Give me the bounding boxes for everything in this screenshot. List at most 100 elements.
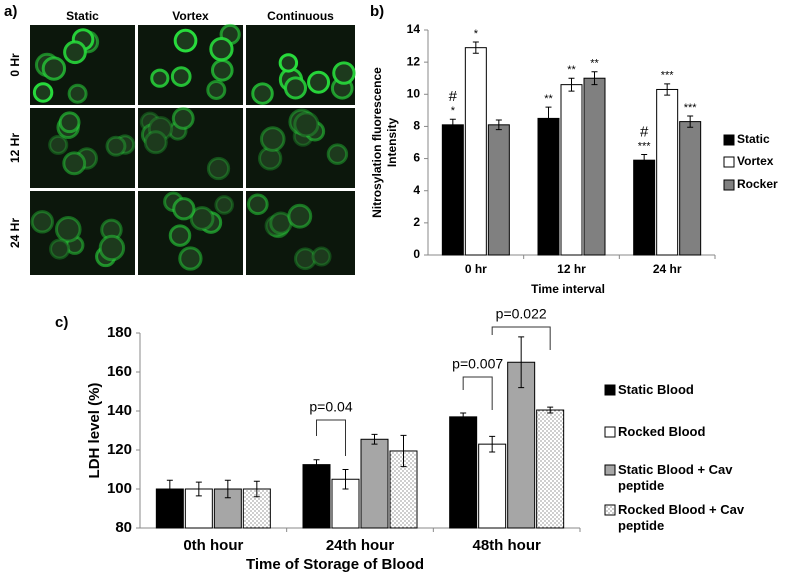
x-tick-label: 48th hour <box>472 537 540 554</box>
cell <box>48 134 69 155</box>
cell <box>214 195 234 215</box>
x-tick-label: 24 hr <box>653 262 682 276</box>
bar <box>478 443 507 529</box>
panel-label: b) <box>370 3 384 20</box>
cell <box>332 61 356 85</box>
error-bar <box>495 119 502 131</box>
significance-hash: # <box>640 124 649 141</box>
p-value: p=0.007 <box>452 356 503 372</box>
y-axis-title: Intensity <box>385 118 399 168</box>
cell <box>173 28 198 53</box>
cell <box>246 193 269 216</box>
cell <box>150 68 170 88</box>
legend-label-box: Static Blood <box>618 382 694 397</box>
cell <box>58 111 81 134</box>
bar <box>633 159 656 256</box>
significance: ** <box>544 93 553 105</box>
legend-swatch <box>723 179 735 191</box>
x-tick-label: 24th hour <box>326 537 394 554</box>
legend-swatch <box>604 426 616 438</box>
x-tick-label: 0 hr <box>465 262 487 276</box>
error-bar <box>641 154 648 167</box>
legend-label: Rocked Blood <box>618 424 706 439</box>
cell <box>54 215 82 243</box>
cell <box>170 66 192 87</box>
error-bar <box>545 106 552 131</box>
cell <box>209 36 234 62</box>
cell <box>206 156 231 181</box>
y-axis-title: Nitrosylation fluorescence <box>370 67 384 218</box>
panel-label: c) <box>55 314 68 331</box>
bar <box>441 124 464 256</box>
y-tick-label: 140 <box>107 402 132 419</box>
error-bar <box>224 479 231 499</box>
column-label: Vortex <box>172 9 209 23</box>
cell <box>143 130 168 155</box>
cell <box>251 82 274 105</box>
legend-swatch <box>723 134 735 146</box>
row-label: 24 Hr <box>8 218 22 248</box>
error-bar <box>687 115 694 128</box>
bracket <box>491 326 551 350</box>
x-axis-title: Time of Storage of Blood <box>246 556 424 573</box>
legend-label: Static Blood + Cav peptide <box>618 462 733 493</box>
significance: * <box>451 105 456 117</box>
p-value: p=0.04 <box>309 399 352 415</box>
bar <box>487 124 510 256</box>
cell <box>171 107 195 130</box>
cell <box>269 211 293 235</box>
y-tick-label: 10 <box>407 86 421 100</box>
significance-hash: # <box>449 88 458 105</box>
significance: ** <box>590 58 599 70</box>
bracket <box>316 419 346 456</box>
panel-label: a) <box>4 3 17 20</box>
bar <box>360 438 389 529</box>
legend-label: Static <box>737 132 770 146</box>
legend-swatch <box>604 464 616 476</box>
cell <box>178 246 203 271</box>
y-axis-title: LDH level (%) <box>86 383 103 479</box>
cell <box>30 210 54 234</box>
y-tick-label: 2 <box>413 215 420 229</box>
row-label: 0 Hr <box>8 53 22 77</box>
y-tick-label: 12 <box>407 54 421 68</box>
legend-label: Vortex <box>737 154 774 168</box>
bar <box>560 84 583 256</box>
legend-label-box: Rocked Blood <box>618 424 706 439</box>
column-label: Continuous <box>267 9 334 23</box>
significance: ** <box>567 64 576 76</box>
bar <box>464 47 487 256</box>
cell <box>41 56 67 81</box>
error-bar <box>313 459 320 470</box>
cell <box>62 151 87 176</box>
bar <box>449 416 478 529</box>
error-bar <box>253 480 260 498</box>
significance: * <box>474 28 479 40</box>
cell <box>67 83 88 104</box>
cell <box>206 79 227 100</box>
legend-swatch <box>604 384 616 396</box>
y-tick-label: 80 <box>115 519 132 536</box>
significance: *** <box>661 70 675 82</box>
significance: *** <box>684 102 698 114</box>
error-bar <box>489 435 496 453</box>
error-bar <box>547 406 554 414</box>
error-bar <box>400 434 407 468</box>
cell <box>172 197 196 221</box>
error-bar <box>342 469 349 490</box>
p-value: p=0.022 <box>496 306 547 322</box>
x-tick-label: 0th hour <box>183 537 243 554</box>
y-tick-label: 0 <box>413 247 420 261</box>
cell <box>168 224 192 247</box>
x-axis-title: Time interval <box>531 282 605 296</box>
bar <box>583 77 606 256</box>
bar <box>679 121 702 256</box>
cell <box>326 143 349 165</box>
y-tick-label: 160 <box>107 363 132 380</box>
cell <box>287 203 313 229</box>
y-tick-label: 4 <box>413 183 420 197</box>
cell <box>311 246 332 267</box>
error-bar <box>591 71 598 86</box>
error-bar <box>449 118 456 131</box>
